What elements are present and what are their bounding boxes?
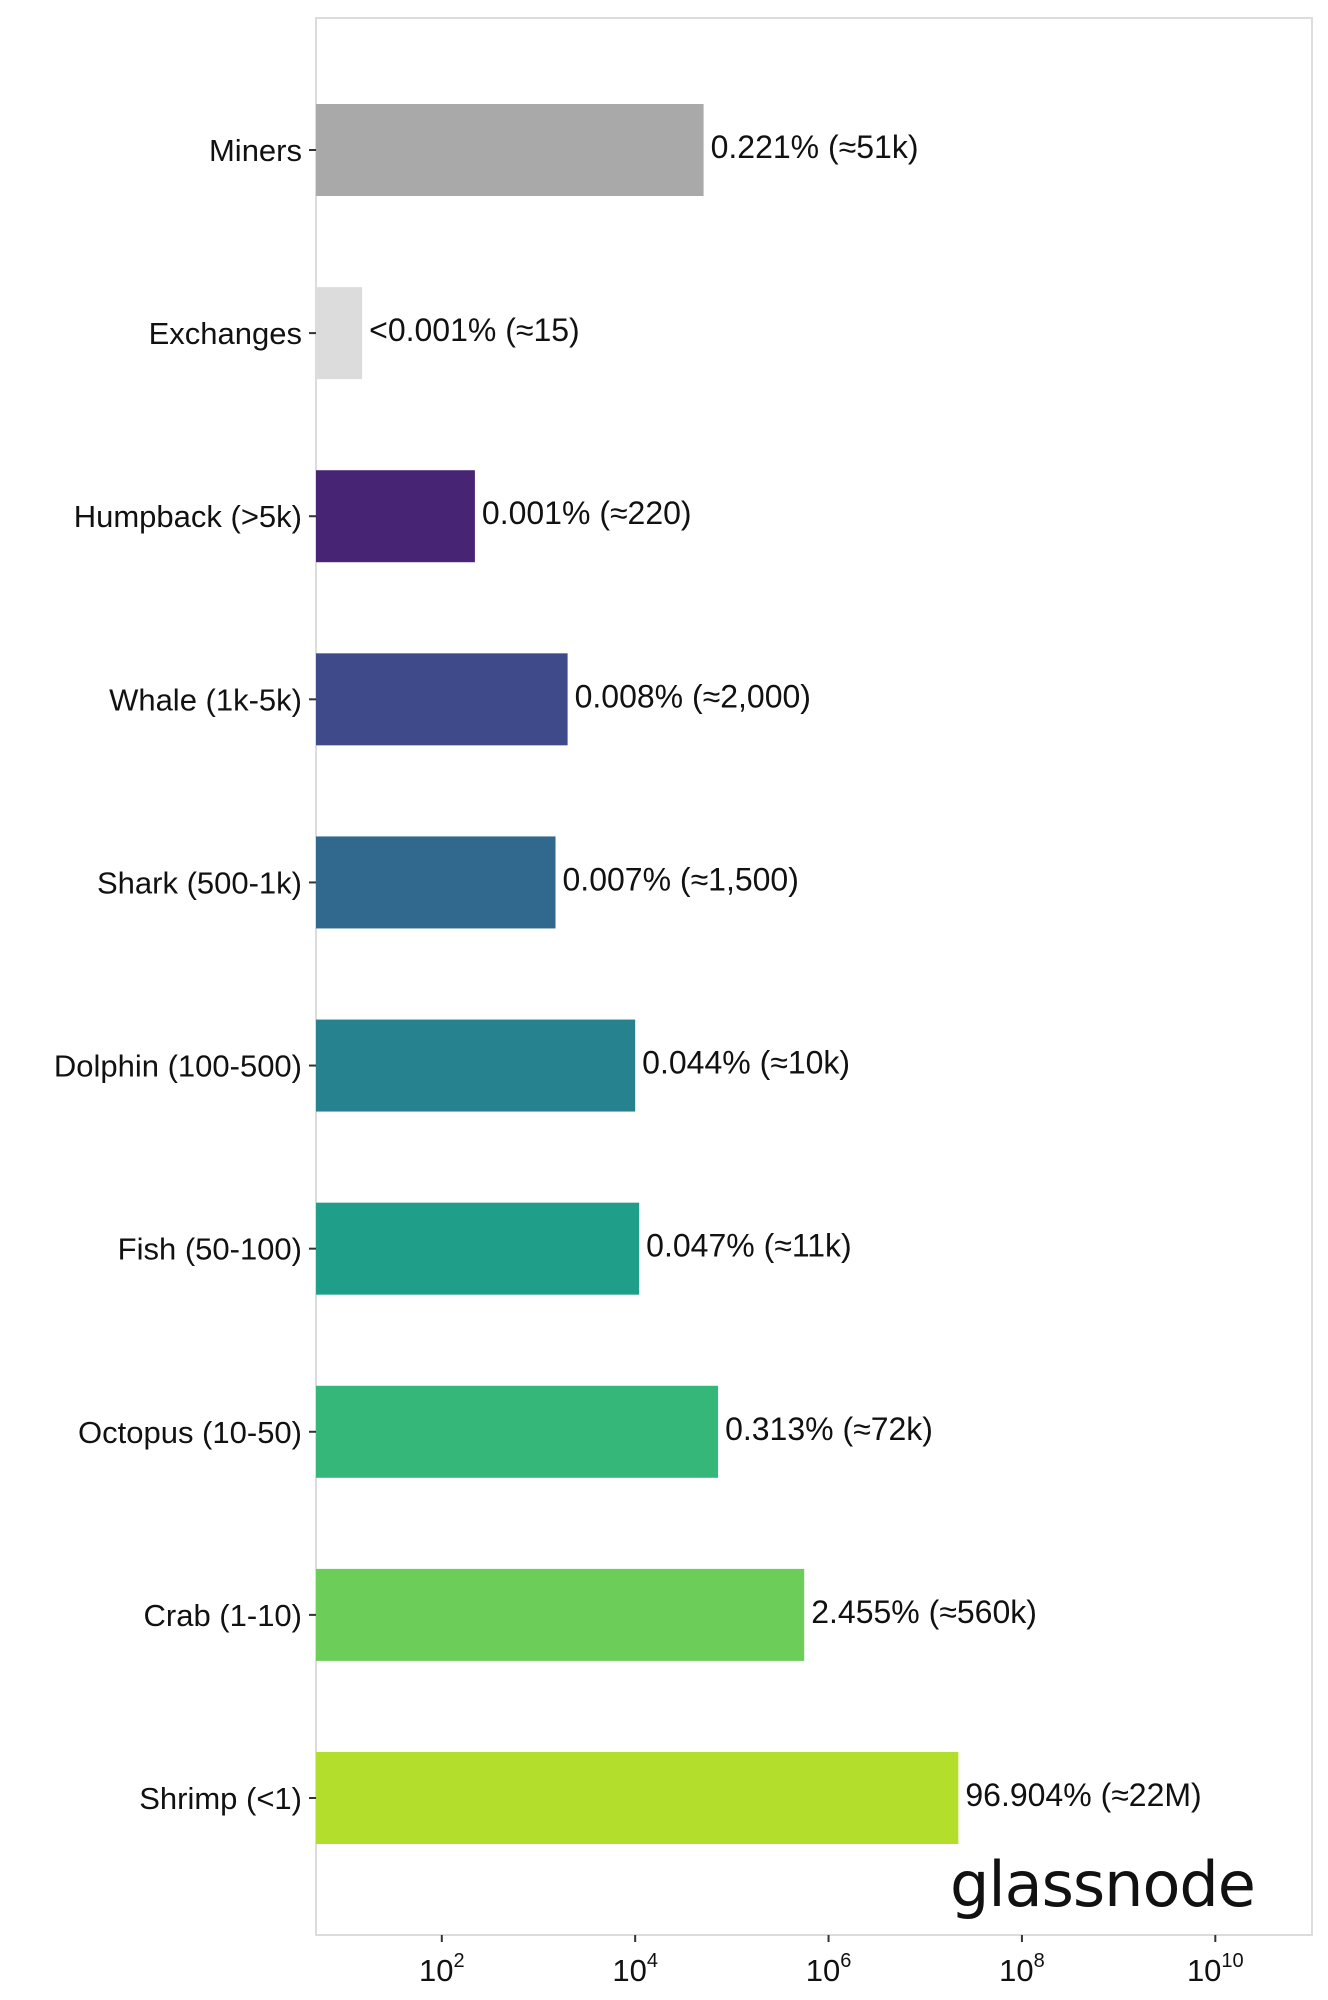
x-tick-label: 108	[999, 1950, 1045, 1988]
category-label: Fish (50-100)	[118, 1232, 302, 1267]
bar-value-label: 0.007% (≈1,500)	[563, 861, 799, 897]
x-tick-label: 1010	[1187, 1950, 1244, 1988]
bar-value-label: 0.008% (≈2,000)	[575, 678, 811, 714]
bar-1	[316, 287, 363, 380]
x-ticks-group: 102 104 106 108 1010	[309, 149, 1244, 1988]
category-label: Dolphin (100-500)	[54, 1049, 302, 1084]
bar-4	[316, 836, 556, 929]
bar-value-label: 0.313% (≈72k)	[725, 1411, 933, 1447]
x-tick-label: 102	[419, 1950, 465, 1988]
bar-value-label: 2.455% (≈560k)	[811, 1594, 1037, 1630]
category-label: Shark (500-1k)	[97, 865, 302, 900]
bar-value-label: 0.221% (≈51k)	[711, 129, 919, 165]
bar-2	[316, 470, 475, 563]
bar-9	[316, 1752, 959, 1844]
glassnode-watermark: glassnode	[950, 1848, 1255, 1921]
bar-7	[316, 1385, 719, 1478]
category-label: Whale (1k-5k)	[109, 682, 302, 717]
bar-5	[316, 1019, 636, 1112]
labels-group: Miners 0.221% (≈51k) Exchanges <0.001% (≈15…	[54, 129, 1202, 1816]
x-tick-label: 106	[806, 1950, 852, 1988]
category-label: Miners	[209, 133, 302, 168]
bar-0	[316, 104, 704, 196]
bar-6	[316, 1202, 640, 1295]
bar-value-label: 0.047% (≈11k)	[646, 1228, 852, 1264]
x-tick-label: 104	[612, 1950, 658, 1988]
category-label: Shrimp (<1)	[139, 1781, 302, 1816]
category-label: Octopus (10-50)	[78, 1415, 302, 1450]
category-label: Exchanges	[149, 316, 302, 351]
category-label: Crab (1-10)	[144, 1598, 303, 1633]
bar-value-label: 96.904% (≈22M)	[965, 1777, 1201, 1813]
bar-8	[316, 1568, 805, 1661]
bars-group	[316, 104, 959, 1844]
bar-value-label: 0.044% (≈10k)	[642, 1045, 850, 1081]
bar-value-label: 0.001% (≈220)	[482, 495, 692, 531]
bar-3	[316, 653, 568, 746]
bar-value-label: <0.001% (≈15)	[369, 312, 580, 348]
category-label: Humpback (>5k)	[74, 499, 302, 534]
